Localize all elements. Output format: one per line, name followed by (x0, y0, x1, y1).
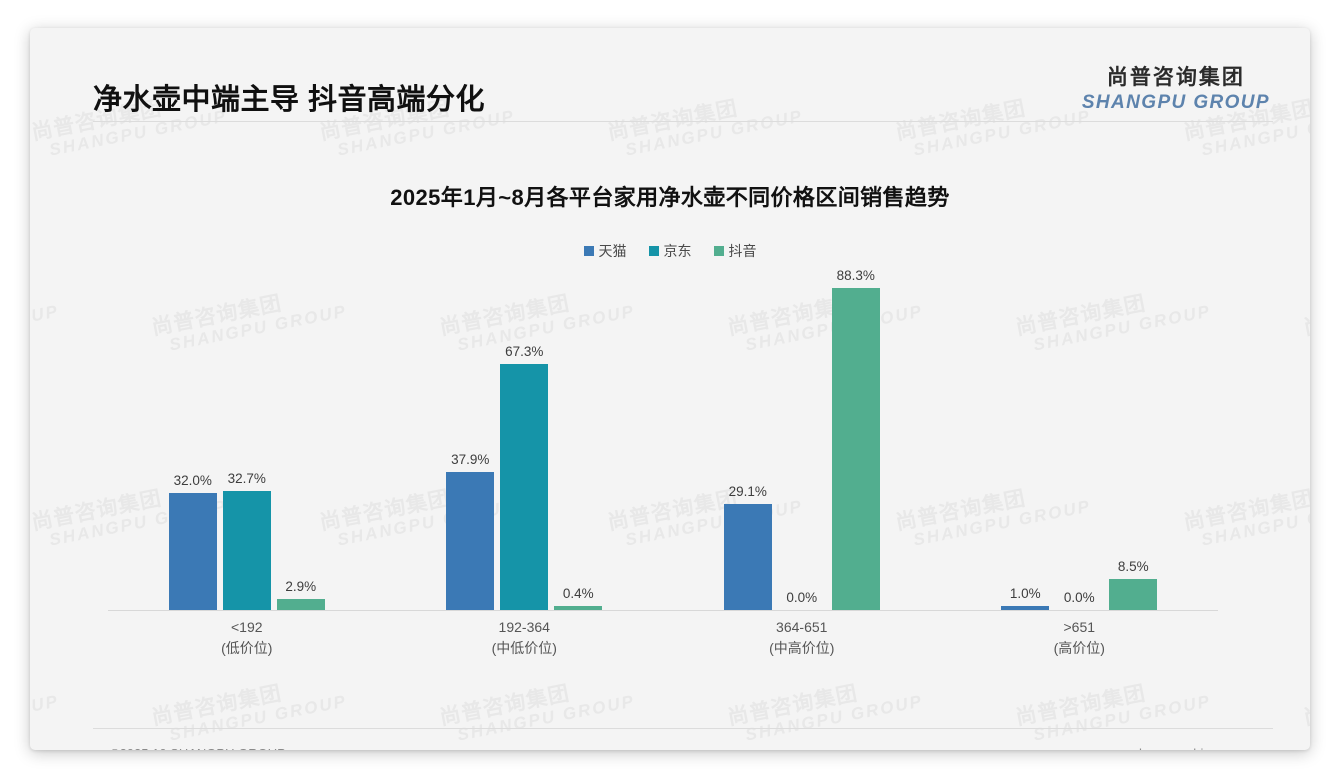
bar-value-label: 67.3% (505, 344, 544, 360)
x-axis-range: 192-364 (498, 619, 550, 636)
bar-抖音-<192[interactable] (276, 599, 325, 610)
bar-group-<192: 32.0% 32.7% 2.9% <192 (低价位) (108, 173, 386, 656)
footer-divider (93, 728, 1273, 729)
page-title: 净水壶中端主导 抖音高端分化 (93, 84, 486, 116)
chart-title: 2025年1月~8月各平台家用净水壶不同价格区间销售趋势 (390, 185, 950, 210)
bar-slot: 0.4% (554, 173, 603, 610)
bar-天猫-192-364[interactable] (446, 471, 495, 610)
x-axis-label-364-651: 364-651 (中高价位) (769, 617, 834, 658)
footer-copyright: ©2025.10 SHANGPU GROUP (110, 746, 286, 750)
legend-entry-抖音[interactable]: 抖音 (713, 241, 757, 261)
x-axis-tier: (高价位) (1053, 639, 1105, 656)
x-axis-range: 364-651 (776, 619, 828, 636)
x-axis-tier: (中高价位) (769, 639, 835, 656)
x-axis-tier: (中低价位) (491, 639, 557, 656)
x-axis-label-192-364: 192-364 (中低价位) (492, 617, 557, 658)
brand-logo-en: SHANGPU GROUP (1081, 92, 1270, 113)
brand-logo: 尚普咨询集团 SHANGPU GROUP (1082, 61, 1270, 114)
bar-value-label: 0.0% (786, 590, 818, 605)
bar-slot: 1.0% (1001, 173, 1050, 610)
bar-抖音->651[interactable] (1109, 578, 1158, 610)
bar-天猫-<192[interactable] (168, 493, 217, 610)
bar-slot: 0.0% (778, 173, 826, 610)
bar-value-label: 1.0% (1009, 586, 1041, 601)
footer-website[interactable]: www.shangpu-china.com (1101, 746, 1246, 750)
bar-京东-<192[interactable] (222, 490, 271, 610)
bar-value-label: 32.7% (227, 470, 266, 486)
slide-card: 尚普咨询集团 SHANGPU GROUP 尚普咨询集团 SHANGPU GROUP 尚普… (30, 28, 1310, 750)
bar-value-label: 29.1% (728, 483, 767, 499)
legend-swatch-icon (713, 246, 724, 256)
bar-group-192-364: 37.9% 67.3% 0.4% 192-364 (中低价位) (386, 173, 664, 656)
legend-entry-京东[interactable]: 京东 (648, 241, 692, 261)
bar-group-364-651: 29.1% 0.0% 88.3% 364-651 (中高价位) (663, 173, 941, 656)
bar-slot: 29.1% (723, 173, 772, 610)
x-axis-label->651: >651 (高价位) (1054, 617, 1105, 658)
legend-label: 京东 (663, 243, 692, 259)
bar-slot: 0.0% (1055, 173, 1103, 610)
bar-slot: 67.3% (500, 173, 549, 610)
x-axis-tier: (低价位) (221, 639, 273, 656)
axis-baseline (108, 610, 1218, 611)
bar-value-label: 32.0% (173, 473, 212, 489)
legend-swatch-icon (648, 246, 659, 256)
bar-value-label: 2.9% (285, 579, 317, 595)
chart-region: 2025年1月~8月各平台家用净水壶不同价格区间销售趋势 天猫 京东 抖音 32.0… (30, 138, 1310, 708)
bar-slot: 88.3% (831, 173, 880, 610)
bar-京东-192-364[interactable] (500, 364, 549, 610)
bar-天猫->651[interactable] (1001, 606, 1050, 610)
chart-legend: 天猫 京东 抖音 (30, 241, 1310, 261)
bar-value-label: 8.5% (1117, 558, 1149, 574)
bar-slot: 8.5% (1109, 173, 1158, 610)
legend-swatch-icon (583, 246, 594, 256)
bar-value-label: 37.9% (451, 451, 490, 467)
bar-天猫-364-651[interactable] (723, 503, 772, 610)
bar-抖音-192-364[interactable] (554, 606, 603, 610)
bar-抖音-364-651[interactable] (831, 287, 880, 610)
legend-label: 抖音 (728, 243, 757, 259)
bar-value-label: 0.0% (1063, 590, 1095, 605)
bar-value-label: 0.4% (562, 586, 594, 601)
x-axis-range: >651 (1063, 619, 1096, 636)
bar-slot: 32.7% (222, 173, 271, 610)
legend-label: 天猫 (598, 243, 627, 259)
x-axis-label-<192: <192 (低价位) (221, 617, 272, 658)
bar-value-label: 88.3% (836, 267, 875, 283)
slide-header: 净水壶中端主导 抖音高端分化 尚普咨询集团 SHANGPU GROUP (30, 28, 1310, 121)
x-axis-range: <192 (230, 619, 263, 636)
bar-group->651: 1.0% 0.0% 8.5% >651 (高价位) (941, 173, 1219, 656)
bar-groups: 32.0% 32.7% 2.9% <192 (低价位) 37.9% 67.3% 0.4% 192… (108, 173, 1219, 656)
plot-area: 32.0% 32.7% 2.9% <192 (低价位) 37.9% 67.3% 0.4% 192… (108, 173, 1218, 656)
legend-entry-天猫[interactable]: 天猫 (583, 241, 627, 261)
bar-slot: 2.9% (276, 173, 325, 610)
header-divider (93, 121, 1273, 122)
bar-slot: 32.0% (168, 173, 217, 610)
brand-logo-cn: 尚普咨询集团 (1106, 66, 1245, 89)
bar-slot: 37.9% (446, 173, 495, 610)
